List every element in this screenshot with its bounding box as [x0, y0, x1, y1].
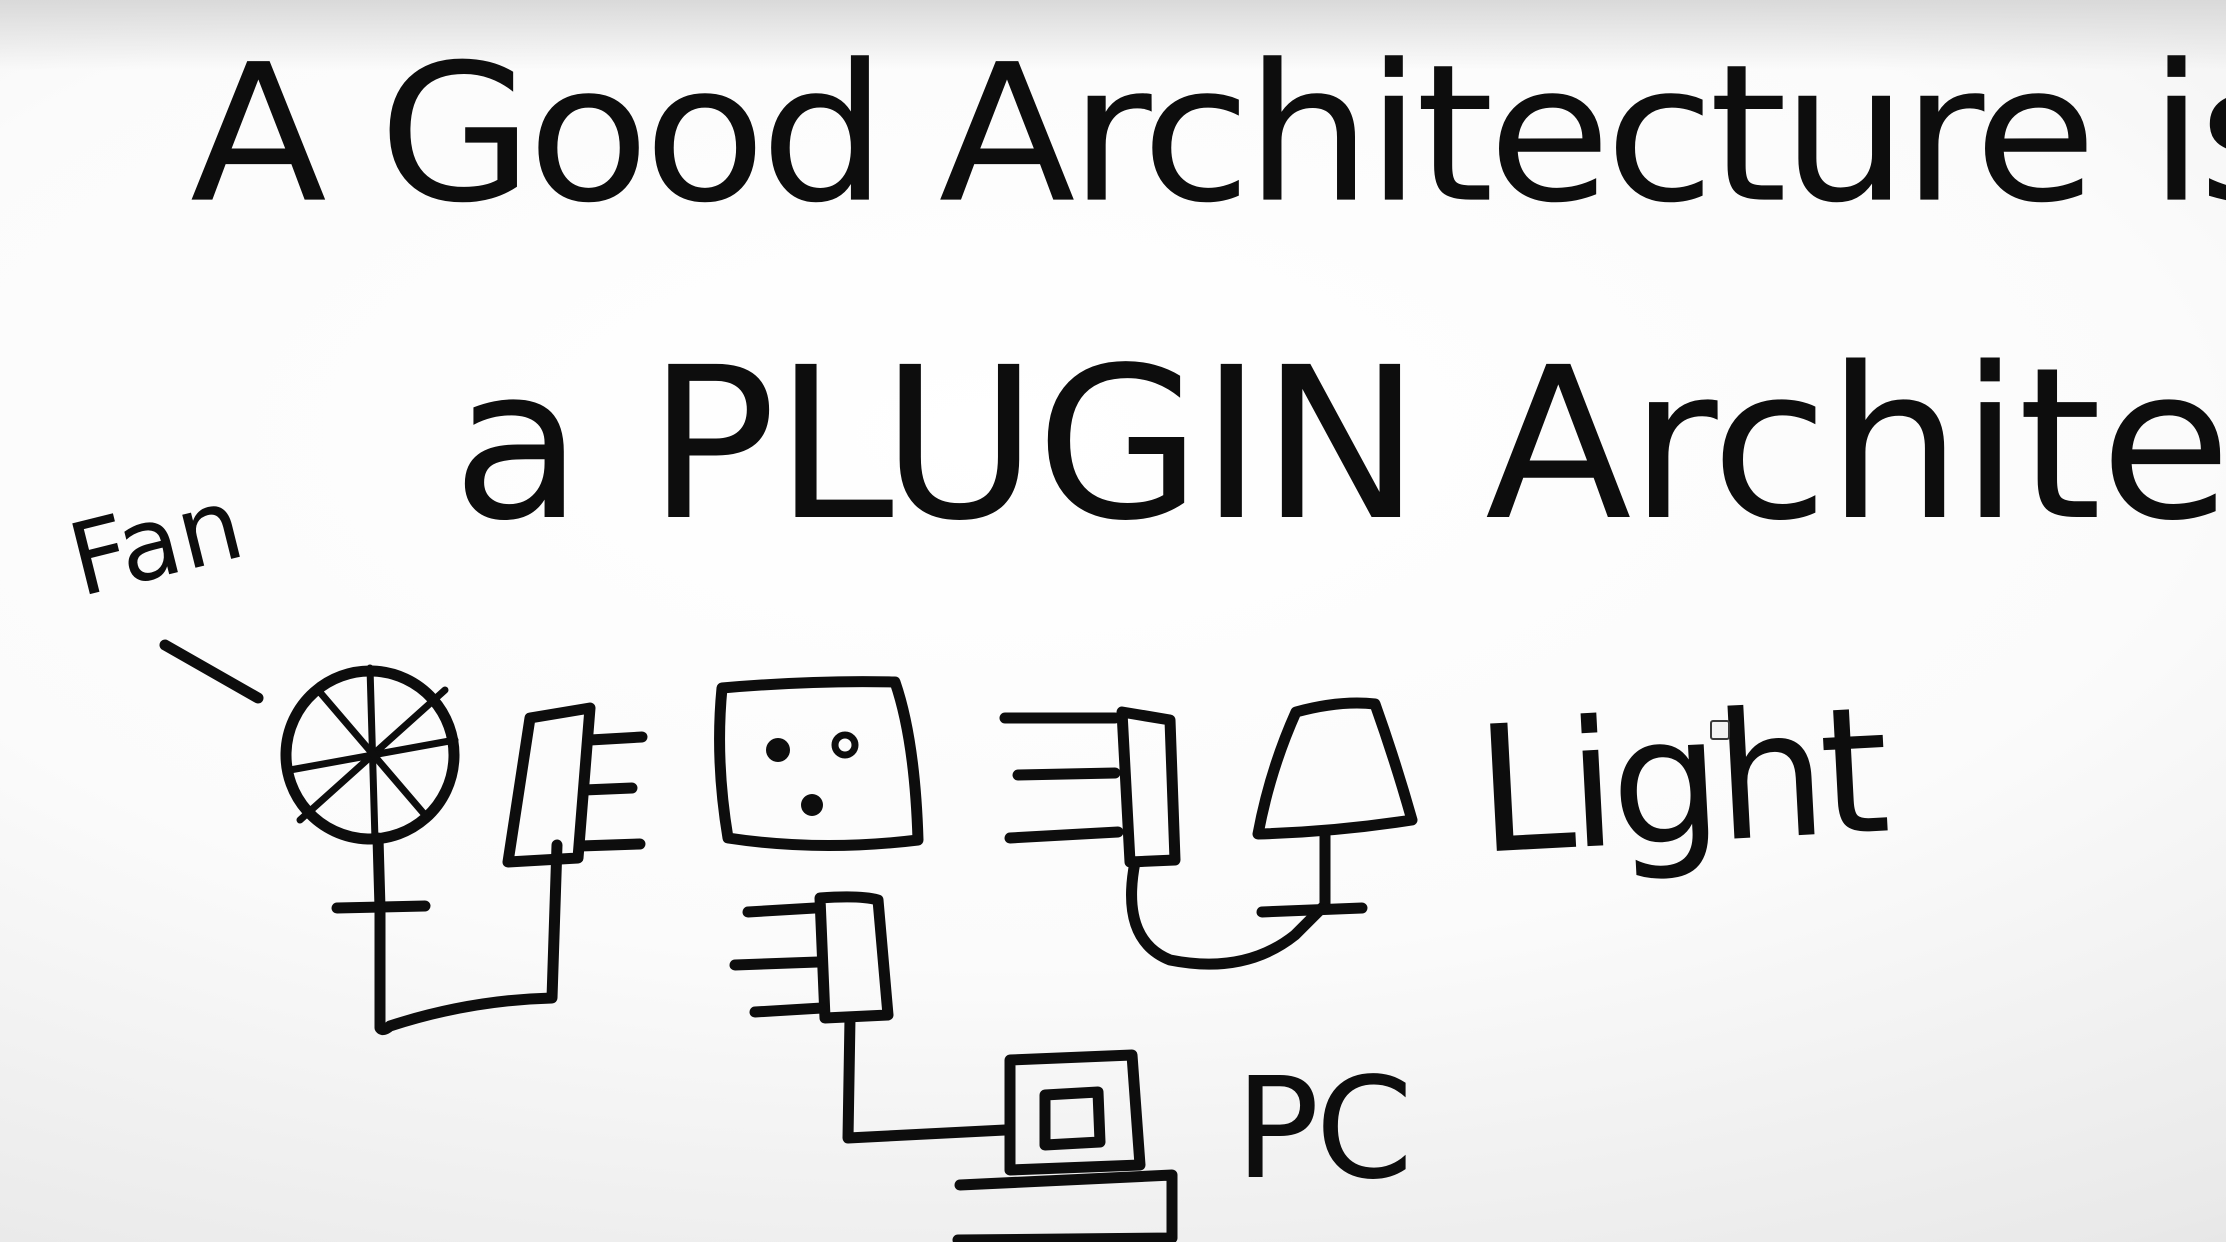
- top-shadow: [0, 0, 2226, 70]
- plug-icon: [729, 891, 894, 1024]
- computer-icon: [952, 1049, 1178, 1242]
- title-line-2: a PLUGIN Architecture: [452, 322, 2226, 567]
- lamp-icon: [1252, 697, 1418, 918]
- plug-icon: [502, 702, 648, 868]
- cursor-indicator: [1710, 720, 1730, 740]
- lamp-cord: [1126, 856, 1331, 970]
- plug-icon: [999, 706, 1181, 868]
- pc-cord: [842, 1012, 1011, 1144]
- fan-pointer-line: [159, 639, 264, 704]
- pc-label: PC: [1235, 1048, 1413, 1211]
- title-line-1: A Good Architecture is: [190, 23, 2226, 246]
- fan-icon: [280, 664, 460, 914]
- fan-cord: [374, 839, 563, 1036]
- wall-socket-icon: [714, 676, 924, 852]
